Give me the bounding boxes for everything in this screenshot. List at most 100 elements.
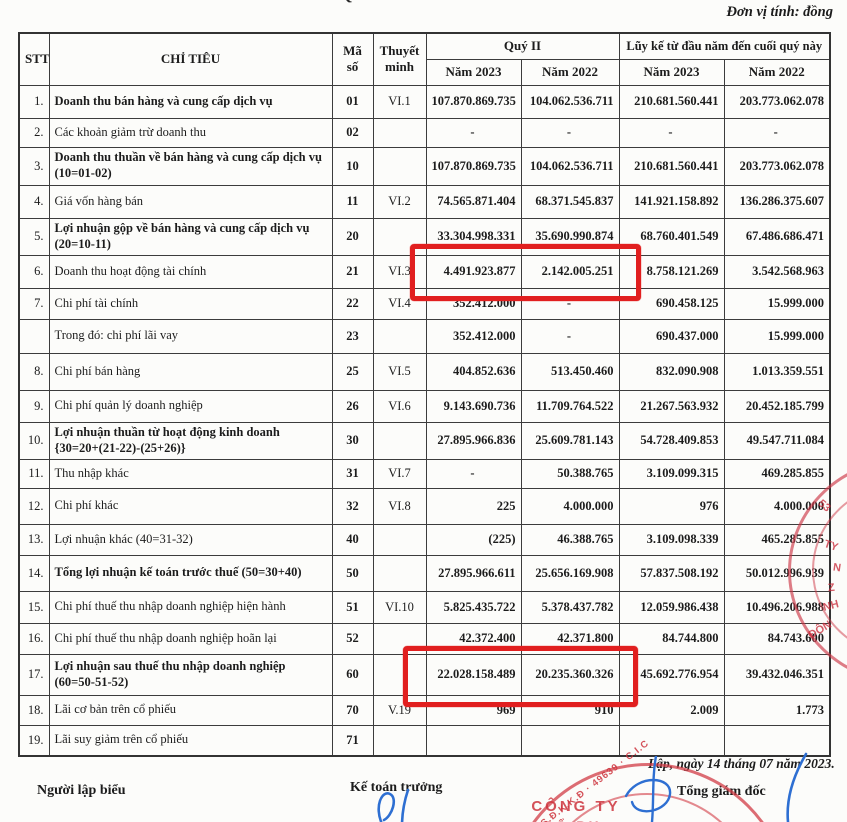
cell-lk-2023: 210.681.560.441 [618,84,725,119]
cell-lk-2022: 203.773.062.078 [723,146,831,186]
row-thuyet-minh: VI.7 [372,458,427,489]
chief-accountant-label: Kế toán trưởng [350,780,443,795]
row-ma-so: 21 [331,254,374,289]
header-luy-ke: Lũy kế từ đầu năm đến cuối quý này [618,32,831,60]
cell-lk-2023: 2.009 [618,694,725,726]
cell-lk-2022: 15.999.000 [723,318,831,354]
report-date-line: Lập, ngày 14 tháng 07 năm 2023. [648,756,835,771]
table-row: 10. Lợi nhuận thuần từ hoạt động kinh doa… [18,421,831,460]
cell-q2-2023: 27.895.966.836 [425,421,522,460]
cell-lk-2023 [618,724,725,757]
cell-q2-2023: 42.372.400 [425,622,522,655]
row-label: Chi phí bán hàng [48,352,333,391]
cell-lk-2023: 21.267.563.932 [618,389,725,423]
cell-lk-2022: 136.286.375.607 [723,184,831,219]
general-director-label: Tổng giám đốc [677,784,766,799]
cell-q2-2022 [520,724,620,757]
table-row: 17. Lợi nhuận sau thuế thu nhập doanh ngh… [18,653,831,696]
cell-lk-2023: 3.109.098.339 [618,523,725,556]
row-thuyet-minh: VI.6 [372,389,427,423]
cell-q2-2022: 910 [520,694,620,726]
cell-q2-2023: 969 [425,694,522,726]
cell-q2-2022: 46.388.765 [520,523,620,556]
row-ma-so: 10 [331,146,374,186]
cell-q2-2022: 50.388.765 [520,458,620,489]
table-row: 19. Lãi suy giảm trên cổ phiếu 71 [18,724,831,757]
row-stt: 11. [18,458,50,489]
row-label: Tổng lợi nhuận kế toán trước thuế (50=30… [48,554,333,592]
cell-lk-2023: 57.837.508.192 [618,554,725,592]
row-label: Lợi nhuận sau thuế thu nhập doanh nghiệp… [48,653,333,696]
cell-lk-2022: 203.773.062.078 [723,84,831,119]
row-thuyet-minh [372,318,427,354]
row-label: Doanh thu thuần về bán hàng và cung cấp … [48,146,333,186]
row-label: Lợi nhuận khác (40=31-32) [48,523,333,556]
table-row: Trong đó: chi phí lãi vay 23 352.412.000-6… [18,318,831,354]
header-q2-2023: Năm 2023 [425,58,522,86]
cell-q2-2022: 68.371.545.837 [520,184,620,219]
row-stt: 17. [18,653,50,696]
row-label: Chi phí thuế thu nhập doanh nghiệp hiện … [48,590,333,624]
row-thuyet-minh [372,217,427,256]
row-ma-so: 60 [331,653,374,696]
row-stt: 3. [18,146,50,186]
cell-lk-2022: 15.999.000 [723,287,831,320]
cell-q2-2022: - [520,117,620,148]
row-stt: 1. [18,84,50,119]
row-ma-so: 30 [331,421,374,460]
cell-q2-2022: 25.609.781.143 [520,421,620,460]
cell-q2-2022: - [520,287,620,320]
income-statement-table: STT CHỈ TIÊU Mã số Thuyết minh Quý II Lũ… [18,32,832,757]
report-table-body: 1. Doanh thu bán hàng và cung cấp dịch vụ… [18,84,831,757]
cell-q2-2022: - [520,318,620,354]
row-thuyet-minh: VI.5 [372,352,427,391]
cell-q2-2023: 107.870.869.735 [425,84,522,119]
row-ma-so: 20 [331,217,374,256]
row-thuyet-minh: VI.8 [372,487,427,525]
cell-q2-2023: 74.565.871.404 [425,184,522,219]
cell-q2-2023: 4.491.923.877 [425,254,522,289]
cell-q2-2023: 225 [425,487,522,525]
cell-lk-2023: 832.090.908 [618,352,725,391]
cell-lk-2022: 49.547.711.084 [723,421,831,460]
cell-q2-2022: 5.378.437.782 [520,590,620,624]
row-label: Trong đó: chi phí lãi vay [48,318,333,354]
row-thuyet-minh [372,622,427,655]
cell-q2-2023: 27.895.966.611 [425,554,522,592]
cell-q2-2022: 4.000.000 [520,487,620,525]
table-row: 4. Giá vốn hàng bán 11 VI.2 74.565.871.404 68… [18,184,831,219]
cell-lk-2023: 84.744.800 [618,622,725,655]
cell-lk-2023: 690.437.000 [618,318,725,354]
cell-lk-2023: 54.728.409.853 [618,421,725,460]
row-label: Chi phí quản lý doanh nghiệp [48,389,333,423]
row-label: Chi phí khác [48,487,333,525]
row-stt: 8. [18,352,50,391]
row-thuyet-minh [372,421,427,460]
row-stt: 6. [18,254,50,289]
row-thuyet-minh [372,653,427,696]
row-thuyet-minh: VI.10 [372,590,427,624]
report-title-fragment: QUÝ II NĂM 2023 [340,0,580,5]
row-ma-so: 11 [331,184,374,219]
cell-lk-2022: - [723,117,831,148]
table-row: 7. Chi phí tài chính 22 VI.4 352.412.000-690… [18,287,831,320]
header-thuyet-minh: Thuyết minh [372,32,427,86]
row-ma-so: 25 [331,352,374,391]
row-thuyet-minh [372,523,427,556]
cell-q2-2022: 104.062.536.711 [520,146,620,186]
cell-lk-2022: 50.012.996.939 [723,554,831,592]
row-thuyet-minh [372,146,427,186]
cell-lk-2022: 465.285.855 [723,523,831,556]
row-ma-so: 01 [331,84,374,119]
cell-q2-2023: - [425,117,522,148]
unit-note: Đơn vị tính: đồng [726,4,833,20]
cell-q2-2023: 5.825.435.722 [425,590,522,624]
row-ma-so: 02 [331,117,374,148]
cell-lk-2022: 20.452.185.799 [723,389,831,423]
cell-q2-2023: 9.143.690.736 [425,389,522,423]
row-ma-so: 22 [331,287,374,320]
bottom-stamp-company-text-2: CỔ PH [492,818,652,822]
row-thuyet-minh: VI.4 [372,287,427,320]
cell-q2-2023: 352.412.000 [425,318,522,354]
row-label: Chi phí thuế thu nhập doanh nghiệp hoãn … [48,622,333,655]
